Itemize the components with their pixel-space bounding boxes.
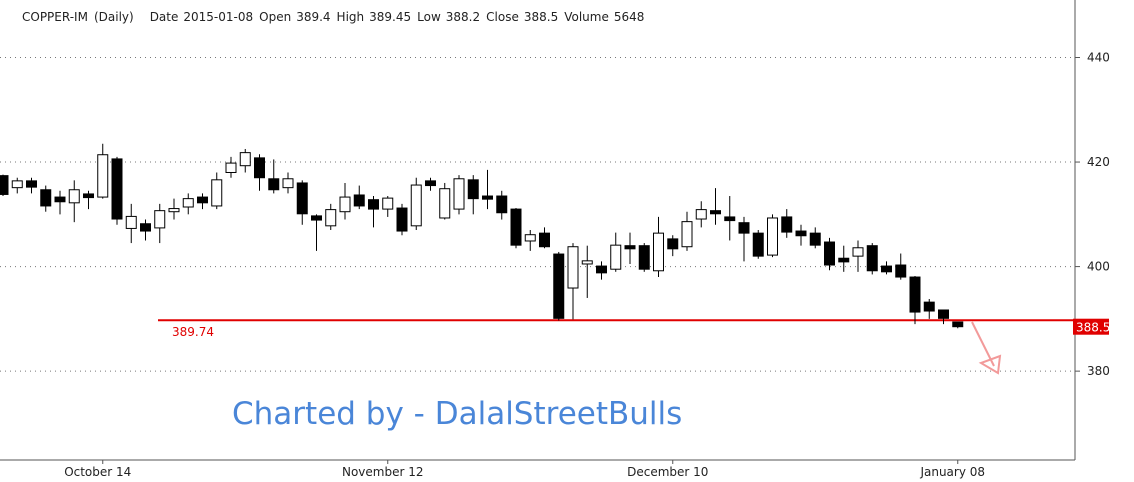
candle-body (752, 232, 764, 257)
watermark: Charted by - DalalStreetBulls (232, 396, 682, 432)
candle-body (681, 221, 693, 248)
field-label: Open (259, 10, 291, 24)
x-tick-label: January 08 (919, 465, 985, 479)
candle-body (0, 175, 9, 195)
candle-body (638, 245, 650, 270)
field-label: Low (417, 10, 441, 24)
field-label: High (337, 10, 365, 24)
candle-body (767, 217, 778, 256)
candle-body (353, 194, 365, 207)
candle-body (510, 208, 522, 246)
candle-body (710, 210, 721, 215)
candle-body (453, 178, 465, 210)
candle-body (325, 209, 337, 227)
candle-body (866, 245, 878, 272)
candle-body (581, 260, 593, 265)
candle-body (268, 178, 280, 191)
candle-body (382, 197, 394, 210)
candle-body (26, 180, 37, 188)
candle-body (653, 232, 664, 272)
candle-body (439, 188, 451, 219)
level-label: 389.74 (172, 325, 214, 339)
candle-body (624, 245, 636, 250)
period: (Daily) (94, 10, 134, 24)
candle-body (296, 182, 308, 215)
candle-body (738, 222, 750, 234)
field-value: 2015-01-08 (183, 10, 253, 24)
candle-body (225, 162, 237, 174)
candle-body (539, 232, 550, 248)
candle-body (724, 216, 736, 222)
candle-body (781, 216, 793, 233)
candle-body (695, 209, 707, 220)
candle-body (410, 184, 422, 227)
candle-body (11, 180, 23, 189)
candle-body (938, 309, 949, 319)
x-tick-label: October 14 (64, 465, 131, 479)
candle-body (482, 195, 493, 200)
candle-body (40, 189, 52, 207)
candle-body (610, 244, 622, 270)
candle-body (368, 199, 379, 210)
candle-body (567, 246, 579, 289)
field-value: 5648 (614, 10, 645, 24)
arrow-head (978, 354, 1002, 375)
candle-body (952, 321, 964, 328)
field-value: 388.5 (524, 10, 558, 24)
y-tick-label: 440 (1087, 51, 1110, 65)
candle-body (396, 207, 408, 232)
candle-body (311, 215, 322, 221)
candle-body (111, 158, 123, 220)
candle-body (553, 253, 565, 319)
candle-body (852, 247, 864, 257)
candle-body (809, 232, 821, 246)
field-value: 389.4 (296, 10, 330, 24)
candle-body (496, 195, 508, 214)
candle-body (182, 198, 194, 208)
candle-body (339, 196, 351, 213)
trend-arrow (971, 321, 1002, 375)
field-label: Date (150, 10, 179, 24)
candle-body (909, 276, 921, 313)
y-tick-label: 380 (1087, 364, 1110, 378)
candle-body (154, 210, 166, 229)
y-tick-label: 420 (1087, 155, 1110, 169)
candle-body (54, 196, 66, 203)
candle-body (140, 223, 151, 232)
candle-body (895, 264, 907, 278)
candle-body (83, 193, 94, 199)
candle-body (168, 208, 180, 213)
candle-body (596, 265, 607, 274)
field-value: 389.45 (369, 10, 411, 24)
last-price-label: 388.5 (1076, 321, 1110, 335)
candle-body (97, 154, 109, 198)
candle-body (824, 241, 835, 266)
field-label: Volume (564, 10, 609, 24)
candle-body (425, 180, 436, 187)
candle-body (881, 265, 892, 273)
y-tick-label: 400 (1087, 260, 1110, 274)
candle-body (524, 234, 536, 242)
candle-body (795, 230, 807, 237)
x-tick-label: November 12 (342, 465, 424, 479)
candle-body (254, 157, 265, 179)
candle-body (239, 152, 251, 167)
candle-body (197, 196, 208, 204)
candle-body (125, 215, 137, 229)
candle-body (667, 238, 679, 250)
candle-body (282, 178, 294, 189)
candle-body (68, 189, 80, 204)
field-value: 388.2 (446, 10, 480, 24)
header: COPPER-IM (Daily) Date 2015-01-08 Open 389.4 H… (22, 10, 644, 24)
candle-body (211, 179, 223, 207)
candle-body (838, 257, 850, 263)
candle-body (467, 179, 479, 200)
x-tick-label: December 10 (627, 465, 708, 479)
last-price-tag (1073, 318, 1109, 335)
candle-body (923, 301, 935, 312)
field-label: Close (486, 10, 519, 24)
symbol: COPPER-IM (22, 10, 88, 24)
